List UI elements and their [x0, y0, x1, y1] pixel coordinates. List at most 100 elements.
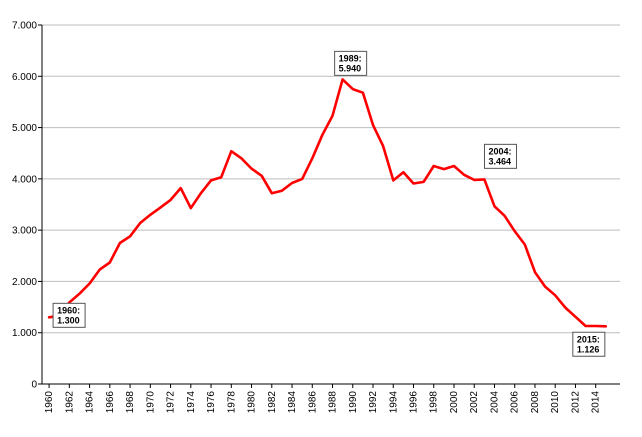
x-tick-label: 1996	[408, 391, 419, 414]
data-point	[240, 157, 242, 159]
data-point	[311, 157, 313, 159]
annotation-labels: 1960:1.300 1989:5.940 2004:3.464 2015:1.126	[52, 50, 606, 357]
x-tick-label: 2004	[489, 391, 500, 414]
data-point	[88, 282, 90, 284]
data-point	[271, 192, 273, 194]
data-point	[574, 316, 576, 318]
y-tick-label: 0	[31, 380, 37, 391]
gridlines	[42, 24, 620, 334]
y-tick-label: 3.000	[12, 226, 37, 237]
data-point	[605, 325, 607, 327]
x-tick-label: 1966	[105, 391, 116, 414]
y-tick-label: 5.000	[12, 123, 37, 134]
annotation-box	[334, 50, 368, 76]
x-tick-label: 2014	[591, 391, 602, 414]
annotation-2015: 2015:1.126	[572, 331, 606, 357]
data-point	[149, 214, 151, 216]
data-point	[159, 206, 161, 208]
annotation-value: 3.464	[488, 156, 511, 166]
data-point	[331, 115, 333, 117]
annotation-value: 5.940	[339, 63, 362, 73]
data-point	[493, 205, 495, 207]
data-point	[98, 268, 100, 270]
data-point	[291, 182, 293, 184]
data-point	[463, 174, 465, 176]
data-point	[119, 242, 121, 244]
x-tick-label: 1964	[85, 391, 96, 414]
x-tick-label: 2012	[570, 391, 581, 414]
data-point	[443, 168, 445, 170]
data-point	[169, 199, 171, 201]
x-tick-label: 1968	[125, 391, 136, 414]
x-tick-label: 2008	[530, 391, 541, 414]
x-tick-label: 1976	[206, 391, 217, 414]
data-point	[372, 124, 374, 126]
data-point	[48, 316, 50, 318]
x-tick-label: 2006	[510, 391, 521, 414]
data-point	[595, 325, 597, 327]
x-tick-label: 2010	[550, 391, 561, 414]
x-tick-label: 1960	[44, 391, 55, 414]
x-tick-label: 1962	[64, 391, 75, 414]
annotation-box	[483, 143, 517, 169]
x-tick-label: 1986	[307, 391, 318, 414]
data-point	[382, 145, 384, 147]
data-point	[179, 187, 181, 189]
data-point	[352, 88, 354, 90]
data-point	[422, 181, 424, 183]
x-tick-label: 1982	[267, 391, 278, 414]
data-point	[433, 165, 435, 167]
annotation-2004: 2004:3.464	[483, 143, 517, 169]
x-tick-label: 1988	[328, 391, 339, 414]
data-point	[78, 293, 80, 295]
annotation-box	[572, 331, 606, 357]
y-tick-label: 7.000	[12, 21, 37, 32]
x-tick-label: 2002	[469, 391, 480, 414]
data-point	[362, 91, 364, 93]
y-tick-label: 6.000	[12, 72, 37, 83]
data-point	[139, 222, 141, 224]
annotation-year: 2004:	[488, 146, 511, 156]
x-tick-label: 1984	[287, 391, 298, 414]
y-tick-label: 2.000	[12, 277, 37, 288]
series-line	[47, 78, 608, 328]
data-point	[210, 179, 212, 181]
x-tick-label: 1974	[186, 391, 197, 414]
data-point	[230, 150, 232, 152]
data-point	[412, 182, 414, 184]
data-point	[402, 171, 404, 173]
x-tick-label: 1970	[145, 391, 156, 414]
data-point	[534, 271, 536, 273]
x-tick-label: 1990	[348, 391, 359, 414]
y-tick-label: 1.000	[12, 328, 37, 339]
annotation-value: 1.300	[57, 315, 80, 325]
x-tick-label: 2000	[449, 391, 460, 414]
data-point	[392, 179, 394, 181]
data-point	[544, 285, 546, 287]
data-point	[584, 325, 586, 327]
annotation-1989: 1989:5.940	[334, 50, 368, 76]
data-point	[564, 306, 566, 308]
x-tick-label: 1972	[166, 391, 177, 414]
x-tick-label: 1992	[368, 391, 379, 414]
data-point	[514, 230, 516, 232]
y-tick-label: 4.000	[12, 174, 37, 185]
data-point	[453, 165, 455, 167]
data-point	[109, 261, 111, 263]
annotation-1960: 1960:1.300	[52, 302, 86, 328]
data-point	[250, 167, 252, 169]
data-point	[473, 179, 475, 181]
data-point	[281, 189, 283, 191]
annotation-box	[52, 302, 86, 328]
data-point	[554, 294, 556, 296]
data-points	[48, 78, 607, 327]
data-point	[220, 176, 222, 178]
data-point	[483, 178, 485, 180]
annotation-value: 1.126	[577, 344, 600, 354]
data-point	[301, 178, 303, 180]
data-point	[200, 192, 202, 194]
x-tick-label: 1978	[226, 391, 237, 414]
x-tick-labels: 1960 1962 1964 1966 1968 1970 1972 1974 1976 1978…	[44, 384, 602, 413]
x-tick-label: 1998	[429, 391, 440, 414]
